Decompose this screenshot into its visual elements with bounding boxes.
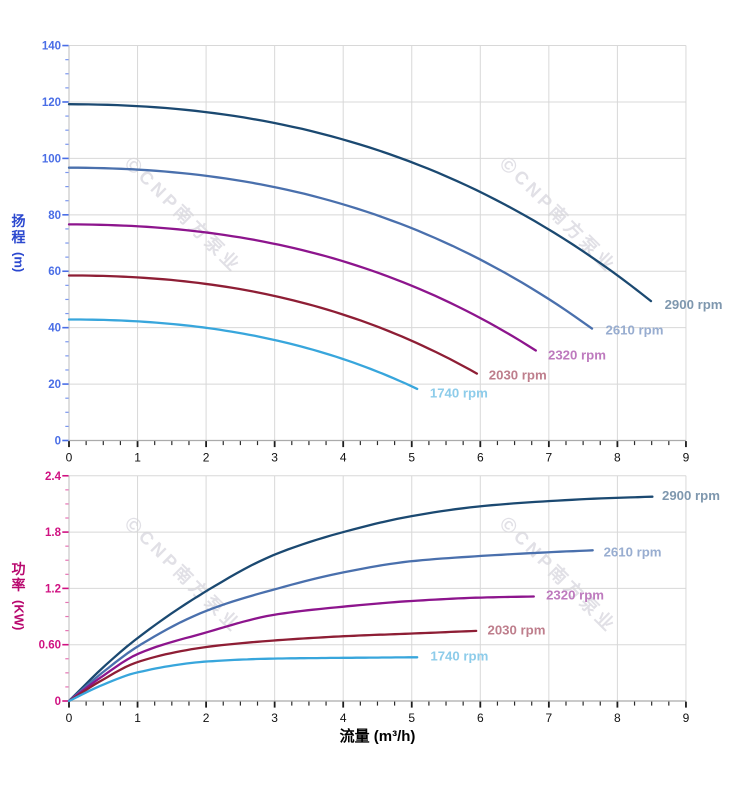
svg-text:6: 6	[477, 451, 484, 465]
svg-text:7: 7	[546, 711, 553, 725]
svg-text:1: 1	[134, 711, 141, 725]
svg-text:5: 5	[408, 451, 415, 465]
svg-text:0: 0	[66, 711, 73, 725]
svg-text:5: 5	[408, 711, 415, 725]
svg-text:2: 2	[203, 711, 210, 725]
svg-text:2320 rpm: 2320 rpm	[548, 348, 606, 363]
svg-text:0: 0	[55, 696, 61, 708]
svg-text:140: 140	[42, 41, 61, 53]
svg-text:0: 0	[66, 451, 73, 465]
svg-text:1.8: 1.8	[45, 527, 62, 539]
svg-text:2: 2	[203, 451, 210, 465]
svg-text:(KW): (KW)	[12, 600, 27, 630]
svg-text:20: 20	[48, 379, 61, 391]
svg-text:4: 4	[340, 711, 347, 725]
svg-text:1.2: 1.2	[45, 583, 61, 595]
svg-text:60: 60	[48, 266, 61, 278]
svg-text:程: 程	[12, 229, 26, 245]
svg-text:80: 80	[48, 210, 61, 222]
svg-text:功: 功	[12, 561, 26, 577]
svg-text:扬: 扬	[12, 213, 26, 229]
svg-text:2030 rpm: 2030 rpm	[488, 623, 546, 638]
svg-text:0.60: 0.60	[39, 640, 61, 652]
svg-text:40: 40	[48, 323, 61, 335]
svg-text:2610 rpm: 2610 rpm	[604, 544, 662, 559]
svg-text:6: 6	[477, 711, 484, 725]
svg-text:率: 率	[12, 577, 26, 593]
svg-text:100: 100	[42, 153, 61, 165]
svg-text:2900 rpm: 2900 rpm	[662, 488, 720, 503]
svg-text:9: 9	[683, 711, 690, 725]
svg-text:(m): (m)	[12, 252, 27, 272]
svg-text:9: 9	[683, 451, 690, 465]
svg-text:1740 rpm: 1740 rpm	[430, 386, 488, 401]
svg-text:8: 8	[614, 711, 621, 725]
svg-text:3: 3	[271, 711, 278, 725]
svg-text:2320 rpm: 2320 rpm	[546, 588, 604, 603]
svg-text:8: 8	[614, 451, 621, 465]
svg-text:2900 rpm: 2900 rpm	[665, 297, 723, 312]
svg-text:流量 (m³/h): 流量 (m³/h)	[340, 727, 416, 745]
svg-text:2610 rpm: 2610 rpm	[606, 323, 664, 338]
svg-text:3: 3	[271, 451, 278, 465]
svg-text:1740 rpm: 1740 rpm	[430, 648, 488, 663]
svg-text:7: 7	[546, 451, 553, 465]
svg-text:4: 4	[340, 451, 347, 465]
svg-text:0: 0	[55, 436, 61, 448]
svg-text:1: 1	[134, 451, 141, 465]
svg-text:120: 120	[42, 97, 61, 109]
svg-text:2030 rpm: 2030 rpm	[489, 368, 547, 383]
svg-text:2.4: 2.4	[45, 471, 62, 483]
